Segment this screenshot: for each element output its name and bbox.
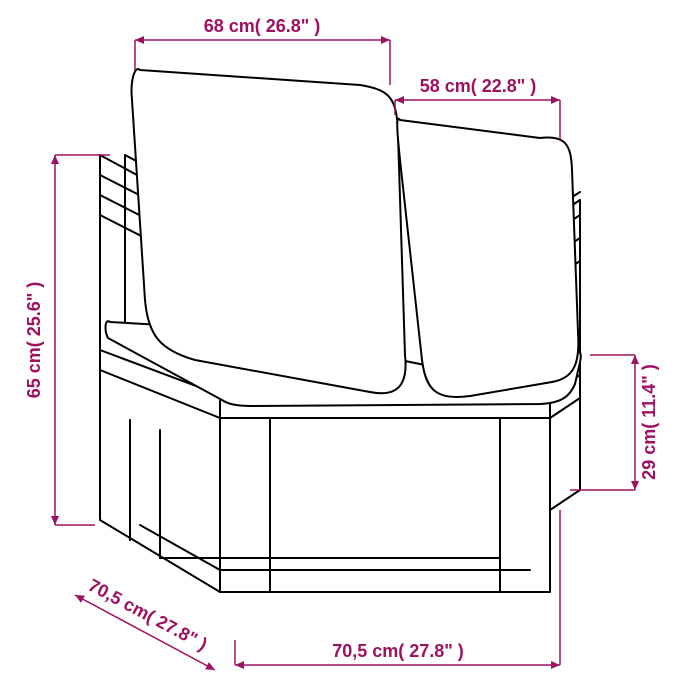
side-cushion [397, 119, 578, 397]
frame-line [140, 525, 220, 570]
dim-label-height: 65 cm( 25.6" ) [24, 282, 44, 399]
cushions [106, 69, 581, 406]
dimension-drawing: 68 cm( 26.8" ) 58 cm( 22.8" ) 65 cm( 25.6"… [0, 0, 700, 700]
arrowhead-icon [551, 96, 560, 104]
dim-label-seat_h: 29 cm( 11.4" ) [639, 364, 659, 480]
arrowhead-icon [631, 355, 639, 364]
arrowhead-icon [135, 36, 144, 44]
back-cushion [132, 69, 406, 393]
dim-seat_h: 29 cm( 11.4" ) [570, 355, 659, 490]
dim-width: 70,5 cm( 27.8" ) [235, 510, 560, 669]
dim-label-top_side: 58 cm( 22.8" ) [420, 76, 537, 96]
dim-height: 65 cm( 25.6" ) [24, 155, 110, 525]
dim-label-width: 70,5 cm( 27.8" ) [332, 641, 464, 661]
arrowhead-icon [235, 661, 244, 669]
frame-line [550, 490, 580, 510]
dim-label-depth: 70,5 cm( 27.8" ) [85, 575, 211, 654]
arrowhead-icon [381, 36, 390, 44]
arrowhead-icon [395, 96, 404, 104]
arrowhead-icon [631, 481, 639, 490]
dim-depth: 70,5 cm( 27.8" ) [75, 575, 215, 670]
arrowhead-icon [51, 516, 59, 525]
arrowhead-icon [51, 155, 59, 164]
arrowhead-icon [551, 661, 560, 669]
dim-label-top_back: 68 cm( 26.8" ) [204, 16, 321, 36]
